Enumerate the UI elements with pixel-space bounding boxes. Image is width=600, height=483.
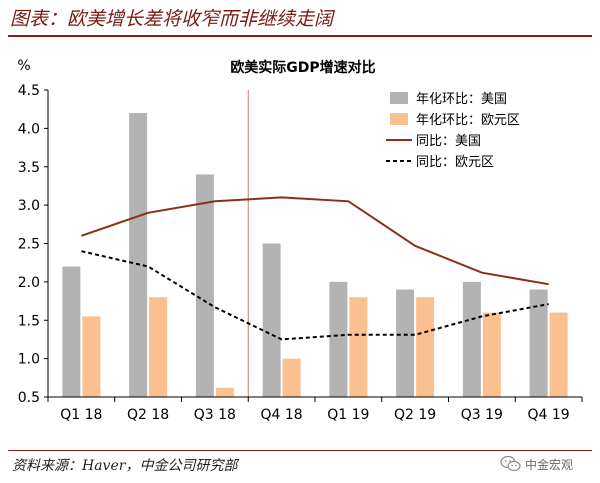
ez-qoq-bar-5 [349, 297, 368, 397]
us-qoq-bar-5 [329, 281, 348, 397]
y-axis-unit-label: % [17, 58, 30, 74]
ez-qoq-bar-2 [149, 297, 168, 397]
y-tick-label-4: 2.0 [18, 275, 40, 291]
gdp-growth-chart: 欧美实际GDP增速对比 % 0.5 1.0 1.5 2.0 2.5 3.0 3.5 4.0 4.… [17, 58, 583, 423]
y-tick-label-9: 4.5 [18, 83, 40, 99]
footer-divider [8, 450, 592, 451]
x-tick-label-2: Q2 18 [127, 407, 169, 423]
ez-yoy-line [81, 250, 549, 341]
header-divider [8, 35, 592, 37]
y-tick-label-8: 4.0 [18, 121, 40, 137]
y-tick-label-2: 1.0 [18, 352, 40, 368]
us-qoq-bar-1 [62, 266, 81, 397]
wechat-icon [500, 455, 521, 472]
ez-qoq-bar-6 [416, 297, 435, 397]
y-tick-label-6: 3.0 [18, 198, 40, 214]
legend-label-us-yoy: 同比：美国 [416, 134, 481, 149]
legend-label-us-qoq: 年化环比：美国 [416, 92, 507, 107]
legend-swatch-ez-qoq [390, 113, 408, 125]
watermark: 中金宏观 [500, 452, 573, 476]
x-tick-label-7: Q3 19 [461, 407, 503, 423]
chart-title: 欧美实际GDP增速对比 [230, 59, 375, 76]
ez-qoq-bar-1 [82, 316, 101, 397]
us-yoy-line [81, 196, 549, 286]
y-tick-label-1: 0.5 [18, 390, 40, 406]
x-tick-label-3: Q3 18 [194, 407, 236, 423]
us-qoq-bar-7 [462, 281, 481, 397]
us-qoq-bar-2 [129, 113, 148, 398]
x-tick-label-8: Q4 19 [528, 407, 570, 423]
y-tick-label-7: 3.5 [18, 160, 40, 176]
legend-label-ez-yoy: 同比：欧元区 [416, 155, 494, 170]
us-qoq-bar-4 [262, 243, 281, 397]
ez-qoq-bar-7 [482, 312, 501, 397]
us-qoq-bar-3 [195, 174, 214, 397]
page-title: 图表：欧美增长差将收窄而非继续走阔 [10, 8, 334, 30]
us-qoq-bar-6 [396, 289, 415, 397]
us-qoq-bar-8 [529, 289, 548, 397]
legend-swatch-us-qoq [390, 92, 408, 104]
source-note: 资料来源：Haver，中金公司研究部 [12, 458, 238, 474]
ez-qoq-bar-4 [282, 358, 301, 397]
x-tick-label-1: Q1 18 [60, 407, 102, 423]
x-tick-label-6: Q2 19 [394, 407, 436, 423]
x-tick-label-5: Q1 19 [327, 407, 369, 423]
y-tick-label-3: 1.5 [18, 313, 40, 329]
y-tick-label-5: 2.5 [18, 237, 40, 253]
ez-qoq-bar-3 [215, 387, 234, 397]
legend-label-ez-qoq: 年化环比：欧元区 [416, 113, 520, 128]
x-tick-label-4: Q4 18 [261, 407, 303, 423]
watermark-text: 中金宏观 [525, 457, 574, 472]
ez-qoq-bar-8 [549, 312, 568, 397]
